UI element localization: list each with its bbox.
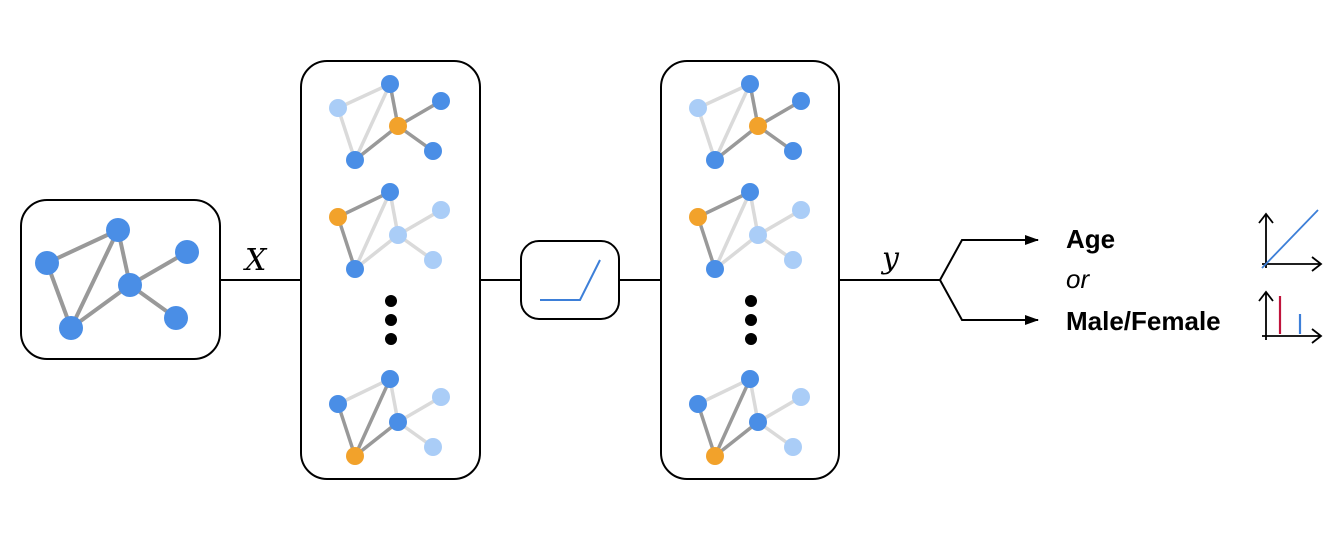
relu-curve-icon — [540, 259, 601, 301]
output-symbol: y — [880, 241, 900, 276]
layer1-subgraph-1 — [329, 75, 450, 169]
regression-plot-icon — [1258, 209, 1323, 272]
target-age-label: Age — [1066, 224, 1115, 254]
relu-activation-box — [520, 240, 620, 320]
classification-plot-icon — [1258, 290, 1323, 344]
layer2-subgraph-3 — [689, 370, 810, 465]
layer2-ellipsis — [745, 295, 757, 345]
input-graph-nodes — [35, 218, 199, 340]
input-graph-box — [20, 199, 221, 360]
layer2-subgraph-2 — [689, 183, 810, 278]
layer1-ellipsis — [385, 295, 397, 345]
arrow-to-sex — [939, 279, 1039, 325]
layer1-subgraph-2 — [329, 183, 450, 278]
target-sex-label: Male/Female — [1066, 306, 1221, 336]
layer1-subgraph-3 — [329, 370, 450, 465]
pipeline-connectors — [220, 235, 1039, 325]
input-symbol: X — [243, 243, 268, 278]
gnn-layer-1 — [300, 60, 481, 480]
layer2-subgraph-1 — [689, 75, 810, 169]
gnn-layer-2 — [660, 60, 840, 480]
or-label: or — [1066, 264, 1090, 294]
arrow-to-age — [939, 235, 1039, 281]
